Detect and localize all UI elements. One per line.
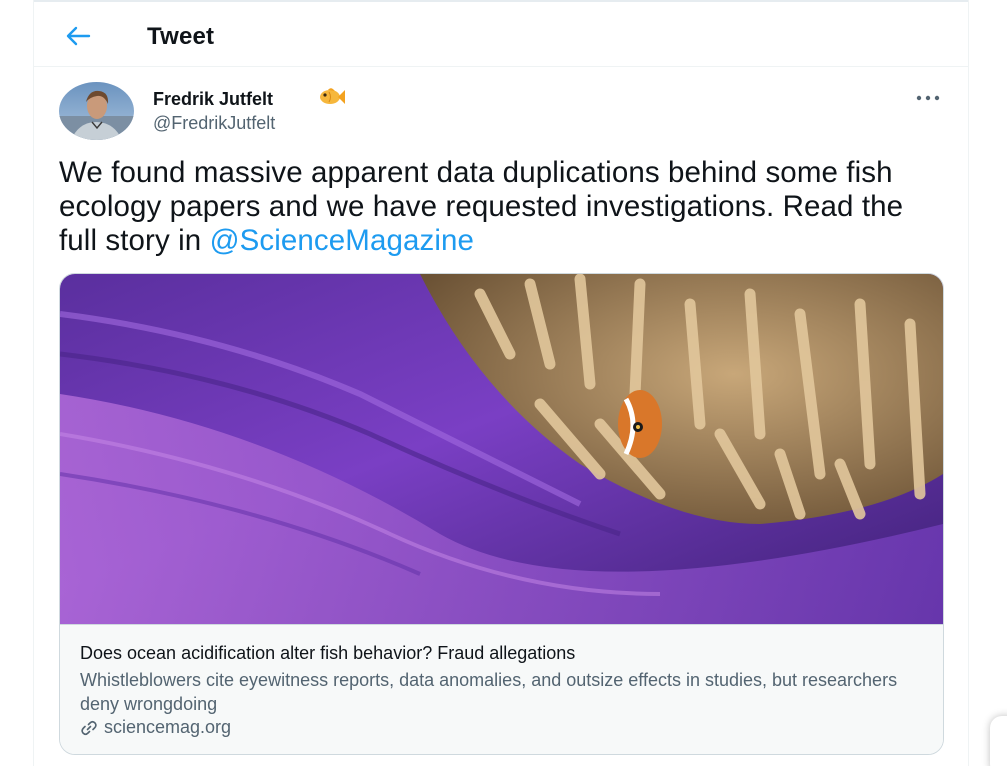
tweet-body: We found massive apparent data duplicati… <box>59 156 904 257</box>
floating-panel-edge <box>990 716 1007 766</box>
link-card[interactable]: Does ocean acidification alter fish beha… <box>59 273 944 755</box>
fish-emoji-icon <box>320 88 345 104</box>
card-domain: sciencemag.org <box>80 717 231 738</box>
card-description: Whistleblowers cite eyewitness reports, … <box>80 670 898 714</box>
page-title: Tweet <box>147 23 215 50</box>
avatar[interactable] <box>59 82 134 140</box>
more-options-button[interactable] <box>910 84 946 112</box>
mention-link[interactable]: @ScienceMagazine <box>209 224 474 257</box>
right-rail <box>968 0 1007 766</box>
tweet-column: Tweet Fredrik Jutfelt <box>34 0 968 766</box>
author-handle[interactable]: @FredrikJutfelt <box>153 113 276 133</box>
author-name[interactable]: Fredrik Jutfelt <box>153 89 274 109</box>
card-body: Does ocean acidification alter fish beha… <box>60 625 943 754</box>
link-icon <box>81 720 97 735</box>
back-button[interactable] <box>58 16 98 56</box>
ellipsis-icon <box>916 95 940 101</box>
arrow-left-icon <box>66 26 91 46</box>
card-title: Does ocean acidification alter fish beha… <box>80 643 576 663</box>
anemone-photo <box>60 274 943 625</box>
left-rail <box>0 0 34 766</box>
tweet-text: We found massive apparent data duplicati… <box>59 156 949 258</box>
tweet-header: Tweet <box>34 0 968 67</box>
card-domain-text: sciencemag.org <box>104 717 232 737</box>
